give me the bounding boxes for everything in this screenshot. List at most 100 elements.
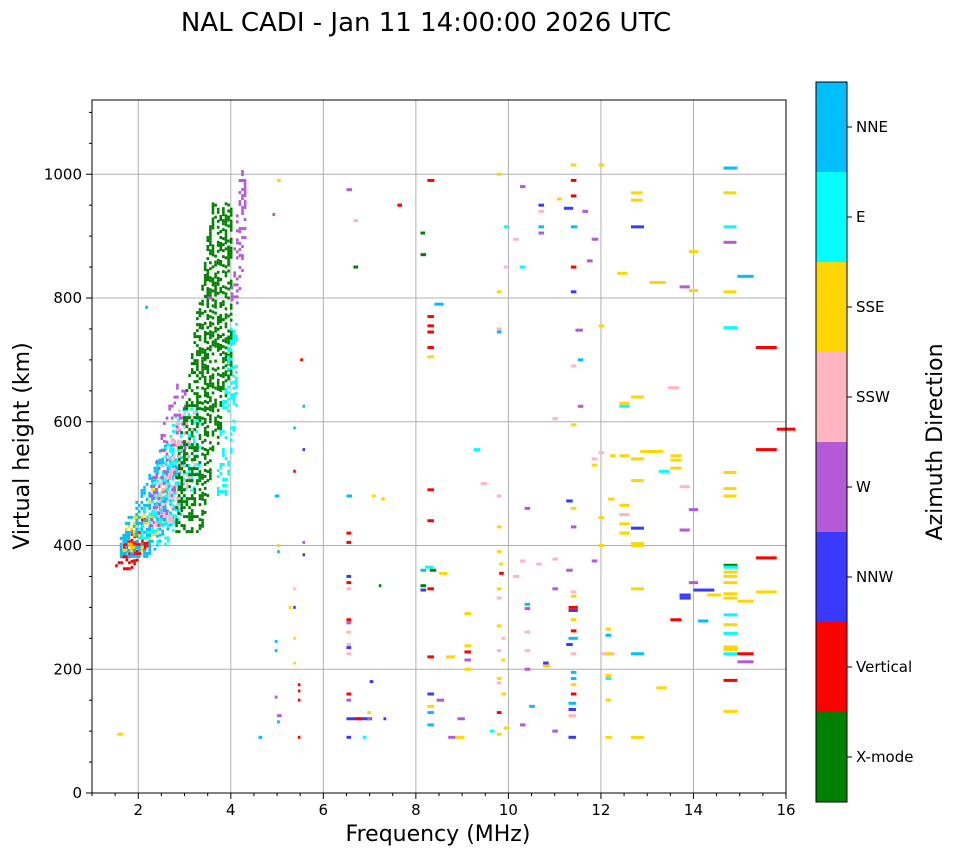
echo-point	[190, 371, 194, 375]
echo-point	[203, 381, 207, 385]
echo-point	[216, 282, 220, 286]
echo-point	[227, 329, 230, 333]
echo-point	[190, 422, 194, 426]
echo-point	[241, 194, 244, 198]
echo-point	[227, 269, 230, 273]
echo-point	[224, 406, 228, 409]
echo-point	[224, 202, 228, 206]
echo-point	[140, 488, 144, 492]
echo-point	[203, 432, 207, 436]
echo-point	[238, 242, 242, 246]
echo-point	[219, 373, 223, 377]
echo-point	[552, 587, 558, 591]
echo-point	[173, 488, 177, 492]
echo-point	[519, 265, 526, 269]
echo-point	[196, 350, 199, 354]
colorbar-tick-label: Vertical	[856, 658, 912, 676]
echo-point	[206, 245, 210, 249]
echo-point	[206, 275, 210, 279]
echo-point	[177, 512, 181, 516]
echo-point	[224, 313, 228, 317]
echo-point	[185, 443, 189, 447]
echo-point	[427, 587, 434, 591]
echo-point	[124, 539, 128, 543]
echo-point	[160, 433, 164, 437]
echo-point	[146, 544, 149, 548]
echo-point	[229, 393, 233, 397]
echo-point	[568, 714, 576, 718]
echo-point	[127, 530, 131, 534]
echo-point	[183, 440, 186, 444]
echo-point	[185, 530, 189, 534]
echo-point	[198, 461, 202, 465]
echo-point	[173, 413, 177, 417]
echo-point	[216, 408, 220, 412]
echo-point	[119, 542, 123, 546]
echo-point	[519, 559, 526, 563]
echo-point	[229, 363, 233, 367]
echo-point	[198, 503, 202, 507]
echo-point	[154, 520, 158, 524]
echo-point	[238, 227, 242, 231]
echo-point	[190, 443, 194, 447]
echo-point	[222, 463, 225, 466]
echo-point	[302, 540, 306, 544]
echo-point	[668, 386, 680, 390]
echo-point	[224, 484, 228, 487]
echo-point	[232, 386, 236, 390]
echo-point	[145, 533, 149, 537]
echo-point	[605, 633, 612, 637]
echo-point	[214, 305, 217, 309]
echo-point	[178, 421, 181, 425]
echo-point	[185, 487, 188, 491]
echo-point	[211, 373, 215, 377]
echo-point	[211, 403, 215, 407]
echo-point	[164, 536, 167, 540]
echo-point	[183, 449, 186, 453]
echo-point	[185, 515, 189, 519]
echo-point	[496, 290, 502, 294]
echo-point	[178, 427, 181, 431]
echo-point	[346, 618, 352, 622]
echo-point	[193, 359, 197, 363]
echo-point	[167, 454, 171, 458]
echo-point	[148, 500, 151, 504]
echo-point	[224, 388, 228, 391]
echo-point	[183, 411, 186, 415]
echo-point	[163, 502, 167, 506]
echo-point	[193, 332, 197, 336]
echo-point	[227, 203, 230, 207]
echo-point	[568, 701, 576, 705]
echo-point	[135, 530, 138, 534]
echo-point	[185, 482, 189, 486]
echo-point	[183, 455, 186, 459]
echo-point	[155, 487, 158, 491]
echo-point	[427, 692, 434, 696]
echo-point	[157, 496, 161, 500]
echo-point	[183, 392, 187, 396]
echo-point	[169, 444, 173, 448]
echo-point	[130, 542, 133, 546]
echo-point	[222, 264, 225, 268]
echo-point	[196, 422, 199, 426]
echo-point	[203, 282, 207, 286]
echo-point	[211, 211, 215, 215]
echo-point	[181, 440, 184, 444]
echo-point	[397, 203, 402, 207]
echo-point	[570, 590, 577, 594]
echo-point	[480, 482, 488, 486]
echo-point	[214, 290, 217, 294]
echo-point	[563, 206, 574, 210]
echo-point	[156, 501, 159, 505]
echo-point	[143, 503, 146, 507]
echo-point	[133, 559, 136, 563]
echo-point	[236, 277, 239, 281]
echo-point	[138, 552, 142, 556]
x-tick-label: 2	[133, 801, 143, 819]
echo-point	[156, 497, 160, 501]
echo-point	[367, 711, 371, 715]
echo-point	[155, 490, 158, 494]
echo-point	[180, 524, 184, 528]
echo-point	[575, 328, 583, 332]
echo-point	[274, 649, 278, 653]
